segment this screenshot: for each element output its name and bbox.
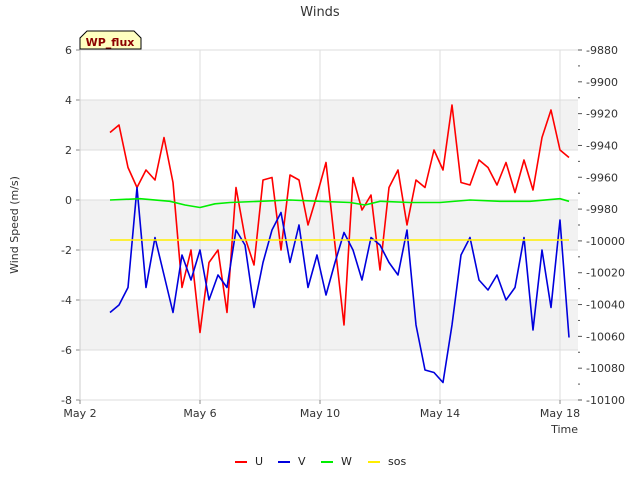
legend-label-v: V [298, 455, 306, 468]
y2-tick-label: -10040 [586, 299, 625, 312]
x-tick-label: May 10 [300, 407, 340, 420]
y-tick-label: -2 [61, 244, 72, 257]
y-axis-left: -8 -6 -4 -2 0 2 4 6 [61, 44, 80, 407]
y-tick-label: 6 [65, 44, 72, 57]
x-axis-title: Time [550, 423, 578, 436]
series-line-w [109, 197, 570, 209]
x-tick-label: May 6 [183, 407, 216, 420]
y-tick-label: -8 [61, 394, 72, 407]
band-0 [80, 300, 578, 350]
site-badge-label: WP_flux [86, 36, 135, 49]
legend-label-w: W [341, 455, 352, 468]
band-2 [80, 100, 578, 150]
y2-tick-label: -10020 [586, 267, 625, 280]
chart-title: Winds [300, 5, 340, 20]
y2-tick-label: -9920 [586, 108, 618, 121]
series-line-v [109, 186, 570, 384]
site-badge-box [79, 30, 142, 50]
x-axis: May 2 May 6 May 10 May 14 May 18 [63, 400, 580, 420]
y2-tick-label: -10080 [586, 362, 625, 375]
legend-label-sos: sos [388, 455, 406, 468]
y2-tick-label: -10060 [586, 330, 625, 343]
y-axis-right: -10100 -10080 -10060 -10040 -10020 -10000 -998… [578, 44, 625, 407]
y-tick-label: -6 [61, 344, 72, 357]
y-axis-title: Wind Speed (m/s) [8, 176, 21, 274]
series-lines [109, 104, 570, 384]
y2-tick-label: -9940 [586, 139, 618, 152]
y-tick-label: 2 [65, 144, 72, 157]
x-tick-label: May 14 [420, 407, 460, 420]
band-1 [80, 200, 578, 250]
y2-tick-label: -9960 [586, 171, 618, 184]
y2-tick-label: -10100 [586, 394, 625, 407]
y2-tick-label: -10000 [586, 235, 625, 248]
background-bands [80, 100, 578, 350]
y2-tick-label: -9880 [586, 44, 618, 57]
y-tick-label: -4 [61, 294, 72, 307]
legend-label-u: U [255, 455, 263, 468]
y-tick-label: 4 [65, 94, 72, 107]
x-tick-label: May 2 [63, 407, 96, 420]
x-tick-label: May 18 [540, 407, 580, 420]
y2-tick-label: -9980 [586, 203, 618, 216]
y2-tick-label: -9900 [586, 76, 618, 89]
y-tick-label: 0 [65, 194, 72, 207]
